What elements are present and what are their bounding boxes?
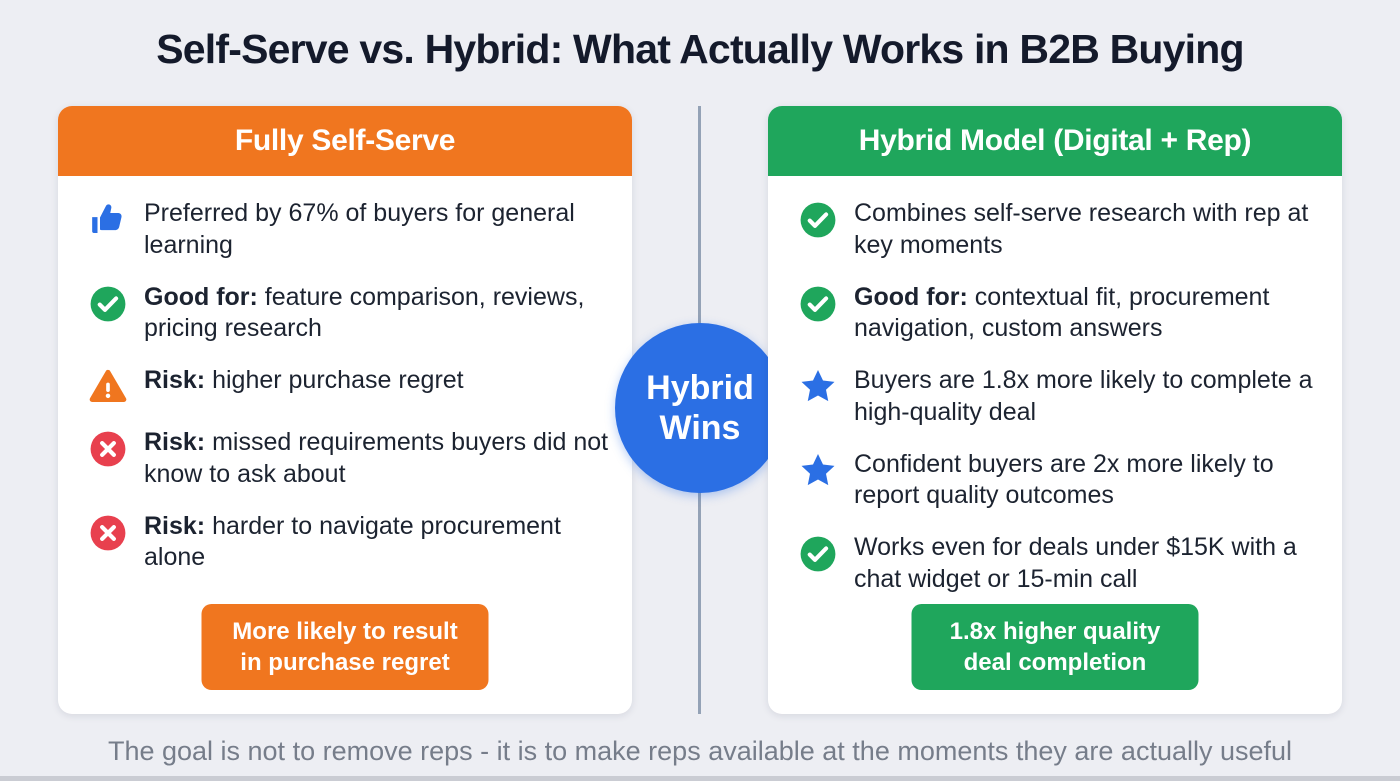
list-item: Buyers are 1.8x more likely to complete … <box>798 365 1324 429</box>
check-circle-icon <box>88 284 128 324</box>
list-item-text: Works even for deals under $15K with a c… <box>854 533 1297 593</box>
list-item-text: Risk: harder to navigate procurement alo… <box>144 511 561 572</box>
self-serve-card-header: Fully Self-Serve <box>58 106 632 176</box>
hybrid-wins-line2: Wins <box>659 409 741 447</box>
hybrid-wins-badge: Hybrid Wins <box>615 323 785 493</box>
hybrid-model-list: Combines self-serve research with rep at… <box>768 176 1342 596</box>
list-item-text: Good for: feature comparison, reviews, p… <box>144 282 585 343</box>
list-item: Risk: harder to navigate procurement alo… <box>88 511 614 575</box>
list-item-text: Good for: contextual fit, procurement na… <box>854 282 1270 343</box>
hybrid-wins-line1: Hybrid <box>646 368 754 407</box>
self-serve-card: Fully Self-Serve Preferred by 67% of buy… <box>58 106 632 714</box>
x-circle-icon <box>88 429 128 469</box>
list-item: Preferred by 67% of buyers for general l… <box>88 198 614 262</box>
list-item: Works even for deals under $15K with a c… <box>798 532 1324 596</box>
list-item: Confident buyers are 2x more likely to r… <box>798 449 1324 513</box>
bottom-edge-strip <box>0 776 1400 781</box>
check-circle-icon <box>798 534 838 574</box>
x-circle-icon <box>88 513 128 553</box>
check-circle-icon <box>798 200 838 240</box>
star-icon <box>798 367 838 407</box>
list-item: Risk: missed requirements buyers did not… <box>88 427 614 491</box>
list-item-text: Risk: missed requirements buyers did not… <box>144 428 609 488</box>
list-item-text: Risk: higher purchase regret <box>144 366 464 394</box>
self-serve-list: Preferred by 67% of buyers for general l… <box>58 176 632 574</box>
hybrid-model-card: Hybrid Model (Digital + Rep) Combines se… <box>768 106 1342 714</box>
list-item-text: Preferred by 67% of buyers for general l… <box>144 199 575 259</box>
list-item: Risk: higher purchase regret <box>88 365 614 407</box>
list-item: Combines self-serve research with rep at… <box>798 198 1324 262</box>
list-item-text: Buyers are 1.8x more likely to complete … <box>854 366 1313 426</box>
hybrid-result-badge: 1.8x higher quality deal completion <box>911 603 1199 690</box>
warning-triangle-icon <box>88 367 128 407</box>
list-item: Good for: feature comparison, reviews, p… <box>88 282 614 346</box>
page-title: Self-Serve vs. Hybrid: What Actually Wor… <box>156 26 1244 72</box>
star-icon <box>798 451 838 491</box>
hybrid-model-card-header: Hybrid Model (Digital + Rep) <box>768 106 1342 176</box>
self-serve-result-badge: More likely to result in purchase regret <box>201 603 489 690</box>
check-circle-icon <box>798 284 838 324</box>
list-item-text: Combines self-serve research with rep at… <box>854 199 1309 259</box>
list-item: Good for: contextual fit, procurement na… <box>798 282 1324 346</box>
thumbs-up-icon <box>88 200 128 240</box>
footer-note: The goal is not to remove reps - it is t… <box>107 736 1293 766</box>
list-item-text: Confident buyers are 2x more likely to r… <box>854 449 1274 510</box>
